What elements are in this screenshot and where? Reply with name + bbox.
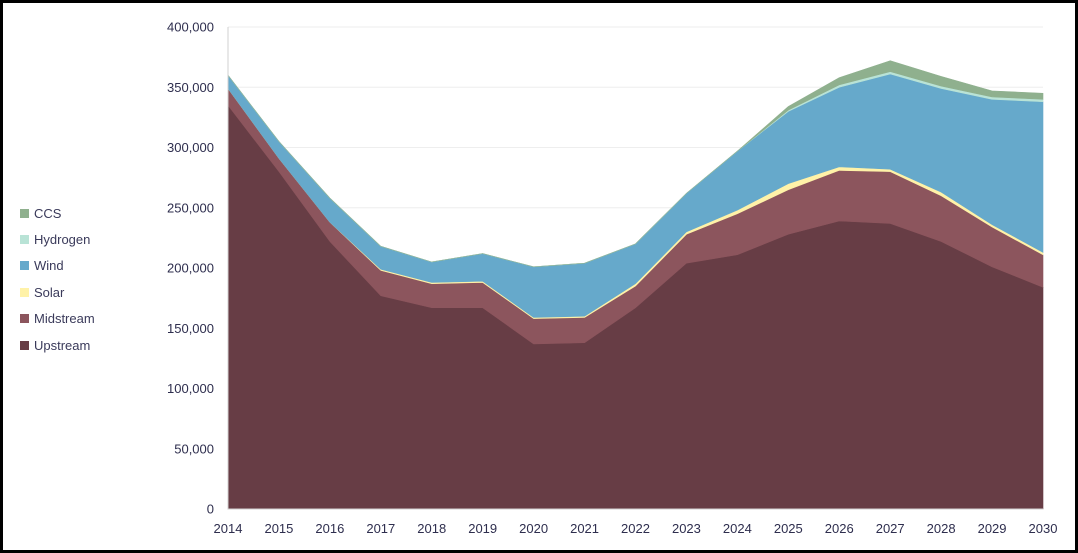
x-tick-label: 2020 xyxy=(519,521,548,536)
legend-label: Wind xyxy=(34,258,64,274)
x-tick-label: 2014 xyxy=(214,521,243,536)
x-tick-label: 2018 xyxy=(417,521,446,536)
legend-swatch xyxy=(20,314,29,324)
area-series xyxy=(227,60,1044,510)
y-tick-label: 300,000 xyxy=(167,140,214,155)
x-tick-label: 2015 xyxy=(264,521,293,536)
y-tick-label: 400,000 xyxy=(167,20,214,35)
x-tick-label: 2027 xyxy=(876,521,905,536)
x-tick-label: 2019 xyxy=(468,521,497,536)
legend-label: Upstream xyxy=(34,337,91,353)
legend: CCS Hydrogen Wind Solar Midstream Upstream xyxy=(20,200,95,358)
legend-item-ccs: CCS xyxy=(20,200,95,226)
x-tick-label: 2021 xyxy=(570,521,599,536)
x-tick-label: 2023 xyxy=(672,521,701,536)
x-tick-label: 2028 xyxy=(927,521,956,536)
x-tick-label: 2030 xyxy=(1029,521,1058,536)
x-tick-label: 2016 xyxy=(315,521,344,536)
x-tick-label: 2025 xyxy=(774,521,803,536)
legend-label: Solar xyxy=(34,284,65,300)
legend-item-midstream: Midstream xyxy=(20,306,95,332)
y-tick-label: 250,000 xyxy=(167,200,214,215)
x-tick-label: 2022 xyxy=(621,521,650,536)
legend-swatch xyxy=(20,340,29,350)
legend-swatch xyxy=(20,208,29,218)
legend-swatch xyxy=(20,261,29,271)
y-tick-label: 100,000 xyxy=(167,381,214,396)
x-tick-label: 2017 xyxy=(366,521,395,536)
legend-label: Hydrogen xyxy=(34,232,91,248)
y-tick-label: 350,000 xyxy=(167,80,214,95)
legend-item-wind: Wind xyxy=(20,253,95,279)
legend-item-solar: Solar xyxy=(20,279,95,305)
y-tick-label: 50,000 xyxy=(174,441,214,456)
area-ccs xyxy=(227,60,1044,268)
y-tick-label: 200,000 xyxy=(167,261,214,276)
legend-label: CCS xyxy=(34,205,62,221)
axes: 0 50,000 100,000 150,000 200,000 250,000 300,0… xyxy=(167,20,1057,537)
legend-swatch xyxy=(20,287,29,297)
y-tick-label: 150,000 xyxy=(167,321,214,336)
legend-label: Midstream xyxy=(34,311,95,327)
legend-swatch xyxy=(20,235,29,245)
x-tick-label: 2024 xyxy=(723,521,752,536)
x-tick-label: 2026 xyxy=(825,521,854,536)
legend-item-hydrogen: Hydrogen xyxy=(20,226,95,252)
legend-item-upstream: Upstream xyxy=(20,332,95,358)
y-tick-label: 0 xyxy=(207,502,214,517)
x-tick-label: 2029 xyxy=(978,521,1007,536)
